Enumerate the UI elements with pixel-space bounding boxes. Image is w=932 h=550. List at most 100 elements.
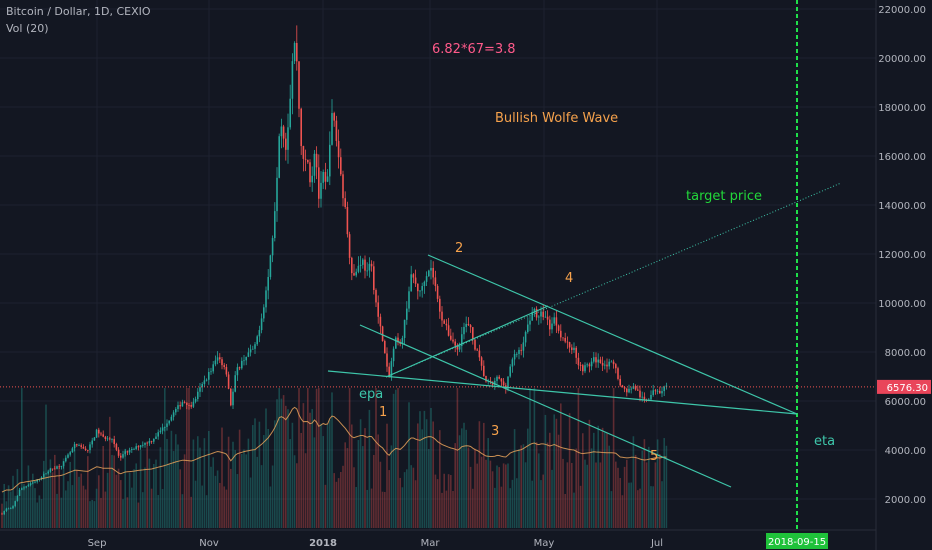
candle [111,438,113,443]
candle [10,507,12,510]
volume-bar [181,494,184,528]
volume-bar [192,439,195,528]
volume-bar [298,388,300,528]
volume-bar [18,495,21,528]
candle [7,507,10,510]
volume-bar [632,436,635,528]
candle [634,384,637,391]
volume-bar [500,486,503,528]
candle [84,446,87,451]
candle [353,264,355,276]
candle [120,453,122,461]
volume-bar [533,388,536,528]
volume-bar [289,439,291,528]
volume-bar [445,490,448,528]
candle [146,441,148,446]
volume-bar [197,436,199,528]
volume-bar [302,403,305,528]
volume-bar [544,414,547,528]
candle [254,342,256,355]
volume-bar [456,388,459,528]
candle [546,310,549,326]
candle [194,396,197,404]
candle [373,261,375,295]
volume-bar [643,439,646,528]
wave-point-1: 1 [379,405,387,420]
candle [421,282,423,298]
volume-bar [366,489,368,528]
candle [610,360,613,363]
volume-bar [496,465,498,528]
volume-bar [142,492,144,528]
candle [58,464,60,469]
y-tick-label: 16000.00 [878,152,926,163]
candle [252,345,254,350]
target-price-annotation: target price [686,189,762,204]
candle [348,231,351,265]
volume-bar [535,442,538,528]
candle [183,400,186,404]
volume-bar [439,430,441,528]
volume-bar [172,451,175,528]
candle [469,323,472,333]
target-line [385,182,842,378]
candle [612,359,615,369]
candle [579,362,582,372]
candle [71,446,74,453]
candle [331,99,333,146]
volume-bar [502,463,505,528]
volume-bar [443,473,445,528]
grid-lines [0,0,877,550]
candle [260,313,263,334]
candle [318,154,320,208]
volume-bar [584,459,586,528]
candle [227,371,230,390]
y-tick-label: 20000.00 [878,54,926,65]
volume-bar [1,503,3,528]
x-tick-label: 2018 [309,538,337,549]
candle [425,271,428,287]
volume-bar [465,429,467,528]
candle [104,435,107,442]
volume-bar [315,388,318,528]
candle [190,401,192,409]
volume-bar [183,454,186,528]
volume-bar [469,466,472,528]
volume-bar [225,489,228,528]
candle [100,431,102,437]
volume-bar [5,501,8,528]
volume-bar [395,389,397,528]
volume-bar [485,459,487,528]
candle [337,129,340,169]
volume-bar [560,403,562,528]
candle [333,111,335,127]
candle [106,436,109,442]
volume-bar [21,388,23,528]
volume-bar [540,480,542,528]
volume-bar [524,462,527,528]
candle [593,352,595,364]
candle [632,383,635,390]
candle [522,336,525,358]
volume-bar [335,481,338,528]
volume-bar [474,448,476,528]
candle [179,401,181,410]
candle [527,317,529,334]
candle [652,384,654,397]
volume-bar [557,434,560,528]
candle [285,132,287,161]
volume-bar [214,475,217,528]
volume-bar [265,408,267,528]
volume-bar [414,480,417,528]
volume-bar [403,472,406,528]
volume-bar [10,491,12,528]
volume-bar [494,487,496,528]
volume-bar [364,428,366,528]
candle [538,315,540,325]
y-tick-label: 6000.00 [885,397,926,408]
volume-bar [227,436,230,528]
candle [293,41,296,65]
volume-bar [487,438,489,528]
volume-bar [478,421,481,528]
